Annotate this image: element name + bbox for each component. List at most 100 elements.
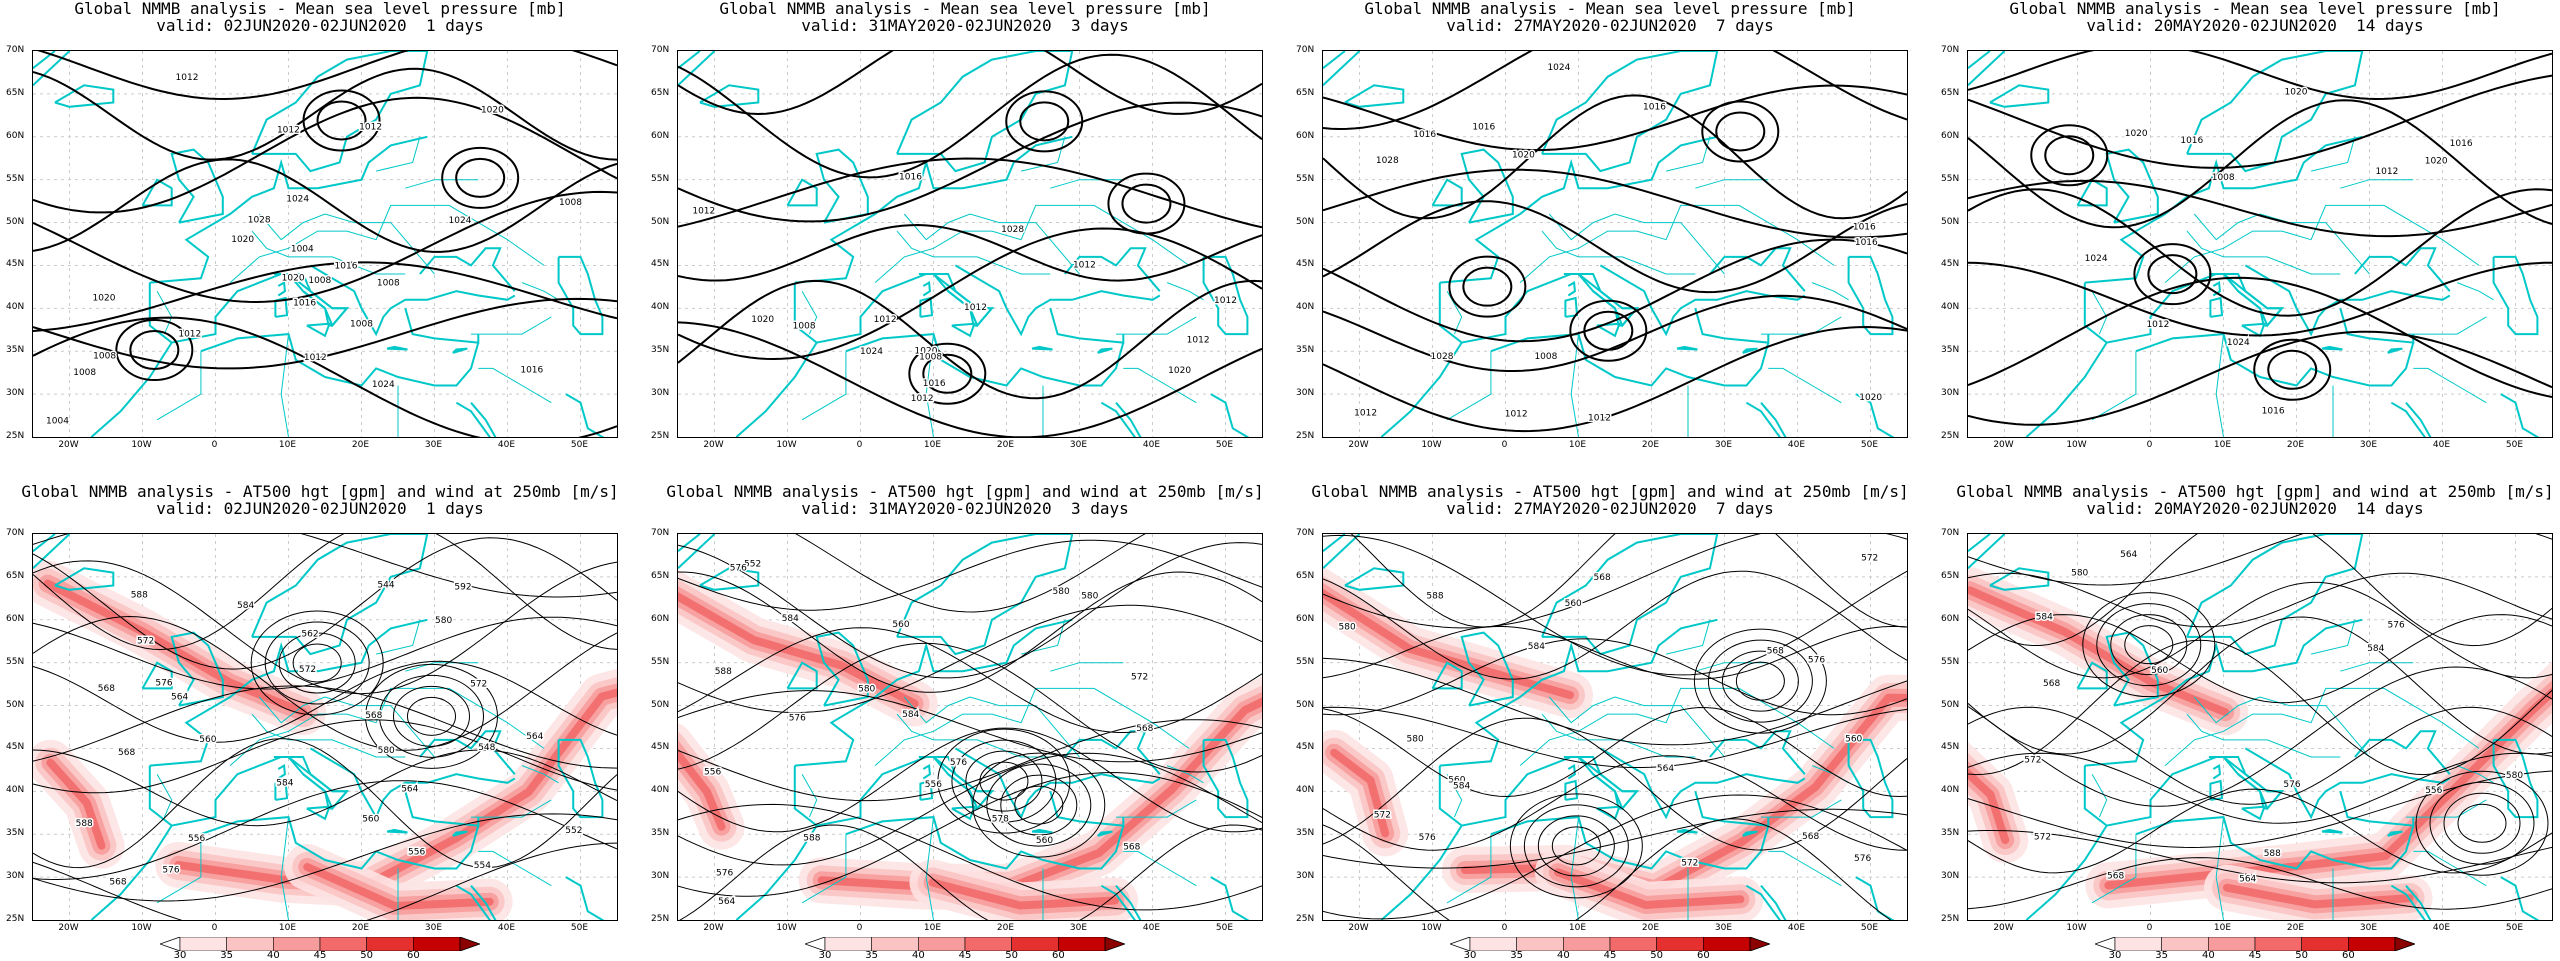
lon-tick-label: 40E [2432, 440, 2451, 450]
colorbar-tick-label: 35 [2155, 950, 2169, 961]
contour-label: 1016 [2450, 139, 2473, 149]
lat-tick-label: 45N [1296, 742, 1315, 753]
country-border [2310, 136, 2356, 172]
lat-tick-label: 65N [1296, 570, 1315, 581]
coastline [1431, 661, 1463, 690]
lon-tick-label: 40E [1142, 440, 1161, 450]
lat-tick-label: 60N [6, 613, 25, 624]
contour-label: 564 [1657, 764, 1674, 774]
contour-label: 568 [98, 684, 115, 694]
contour-line [1968, 830, 2552, 884]
closed-contour [1551, 826, 1601, 866]
contour-label: 556 [188, 834, 205, 844]
panel-title: Global NMMB analysis - Mean sea level pr… [1364, 0, 1856, 18]
lat-tick-label: 25N [651, 431, 670, 441]
country-border [1665, 619, 1711, 655]
contour-label: 552 [565, 826, 582, 836]
closed-contour [1005, 90, 1084, 153]
colorbar-swatch [1563, 936, 1611, 952]
coastline [1064, 247, 1161, 292]
coastline [2208, 756, 2285, 810]
lon-tick-label: 30E [1069, 440, 1088, 450]
contour-label: 1012 [964, 303, 987, 313]
contour-label: 576 [162, 865, 179, 875]
lat-tick-label: 35N [651, 345, 670, 356]
map-area: 564 568 572 576 580 584 588 556 560 564 568 572 576 5… [1967, 533, 2553, 921]
panel-title: Global NMMB analysis - Mean sea level pr… [74, 0, 566, 18]
contour-label: 584 [1528, 642, 1545, 652]
country-border [903, 213, 1080, 275]
coastline [2492, 255, 2539, 336]
lon-tick-label: 40E [497, 440, 516, 450]
lat-tick-label: 25N [1941, 431, 1960, 441]
contour-label: 1020 [751, 315, 774, 325]
contour-label: 1012 [2375, 167, 2398, 177]
contour-label: 560 [2151, 666, 2168, 676]
contour-line [678, 642, 1262, 773]
coastline [1460, 148, 1514, 224]
contour-label: 1012 [176, 73, 199, 83]
coastline [2500, 393, 2540, 437]
contour-line [33, 616, 617, 690]
contour-label: 572 [2034, 833, 2051, 843]
coastline [951, 322, 976, 338]
colorbar-tick-label: 60 [406, 950, 420, 961]
contour-line [678, 101, 1262, 223]
panel-valid-period: valid: 02JUN2020-02JUN2020 1 days [156, 499, 484, 518]
coastline [2076, 178, 2108, 207]
lat-tick-label: 70N [1296, 528, 1315, 538]
coastline [1676, 345, 1698, 351]
contour-label: 1020 [231, 235, 254, 245]
lat-tick-label: 30N [6, 871, 25, 882]
lon-tick-label: 0 [1501, 440, 1508, 450]
lon-tick-label: 20E [2286, 923, 2305, 933]
country-border [1761, 799, 1842, 818]
coastline [1563, 273, 1640, 327]
contour-line [678, 604, 1262, 714]
coastline [1760, 885, 1787, 920]
contour-line [1968, 614, 2552, 704]
contour-label: 588 [715, 667, 732, 677]
lon-tick-label: 30E [424, 923, 443, 933]
coastline [678, 51, 716, 87]
coastline [274, 296, 289, 318]
contour-label: 1008 [308, 276, 331, 286]
colorbar-wind-speed: 30 35 40 45 50 60 [2093, 936, 2417, 961]
coastline [2186, 51, 2364, 173]
lon-tick-label: 10E [923, 440, 942, 450]
colorbar-tick-label: 60 [2341, 950, 2355, 961]
closed-contour [1569, 299, 1648, 362]
contour-label: 1020 [1859, 393, 1882, 403]
contour-label: 576 [716, 869, 733, 879]
contour-label: 1020 [93, 293, 116, 303]
lon-tick-label: 40E [1787, 440, 1806, 450]
country-border [2406, 316, 2487, 335]
country-border [801, 773, 818, 818]
closed-contour [316, 100, 367, 141]
lon-tick-label: 0 [211, 923, 218, 933]
contour-line [678, 279, 1262, 400]
contour-label: 1016 [1413, 130, 1436, 140]
coastline [2244, 264, 2451, 337]
lon-tick-label: 20E [351, 923, 370, 933]
coastline [699, 567, 760, 591]
coastline [1968, 534, 2006, 570]
coastline [1760, 402, 1787, 437]
lon-tick-label: 50E [1215, 440, 1234, 450]
coastline [2405, 885, 2432, 920]
coastline [1567, 280, 1576, 297]
coastline [1742, 830, 1758, 837]
contour-label: 568 [2043, 679, 2060, 689]
wind-shading [174, 688, 617, 889]
lat-tick-label: 25N [6, 431, 25, 441]
coastline [919, 779, 934, 801]
lon-tick-label: 50E [2505, 923, 2524, 933]
lat-tick-label: 65N [651, 570, 670, 581]
map-panel-z500-3: Global NMMB analysis - AT500 hgt [gpm] a… [645, 483, 1285, 949]
coastline [1344, 567, 1405, 591]
contour-label: 564 [401, 785, 418, 795]
country-border [1166, 765, 1204, 784]
coastline [815, 148, 869, 224]
contour-line [678, 539, 1262, 611]
coastline [1968, 51, 1991, 69]
